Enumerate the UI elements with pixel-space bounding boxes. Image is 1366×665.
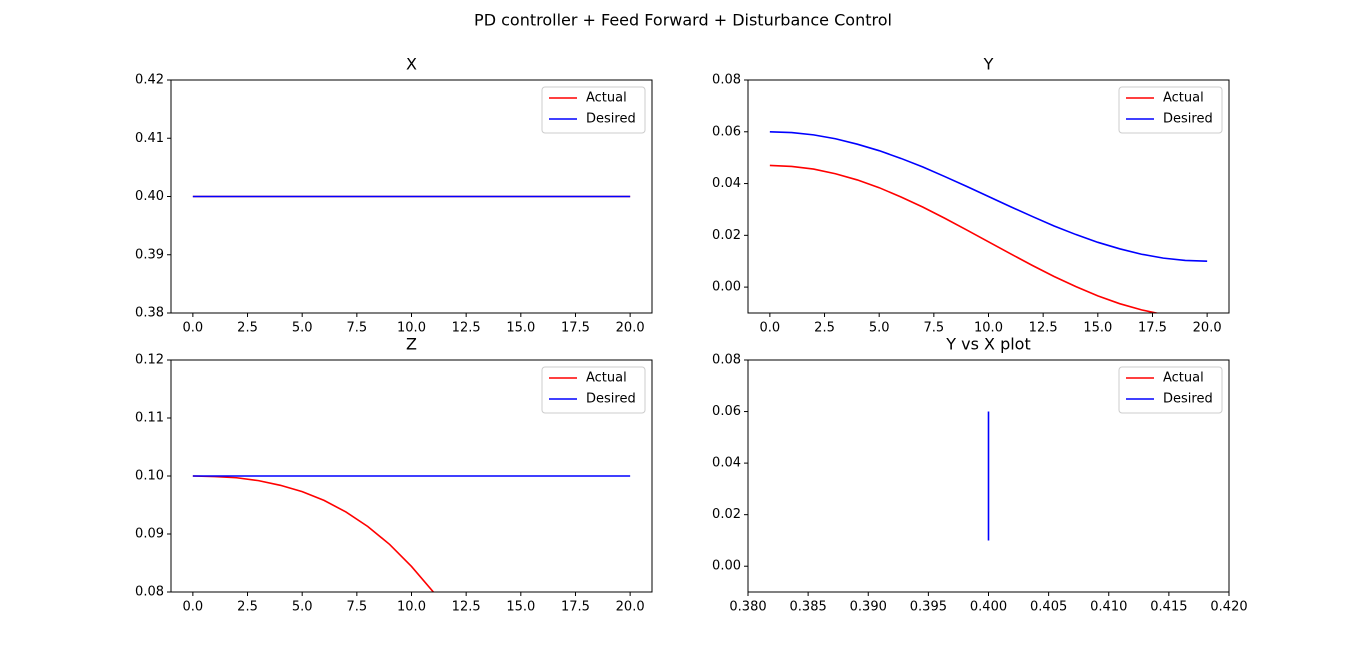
axes-frame bbox=[170, 359, 653, 593]
y-tick-label: 0.08 bbox=[712, 353, 741, 368]
y-tick-label: 0.08 bbox=[135, 585, 164, 600]
axes-frame bbox=[747, 79, 1230, 314]
y-tick-label: 0.39 bbox=[135, 247, 164, 262]
x-tick-label: 20.0 bbox=[1193, 321, 1222, 336]
series-line bbox=[769, 164, 1160, 313]
y-tick-label: 0.04 bbox=[712, 456, 741, 471]
x-tick-label: 2.5 bbox=[237, 321, 258, 336]
y-tick-label: 0.40 bbox=[135, 189, 164, 204]
y-tick-label: 0.04 bbox=[712, 176, 741, 191]
x-tick-label: 0.415 bbox=[1150, 600, 1187, 615]
plot-area bbox=[769, 130, 1208, 313]
y-tick-label: 0.09 bbox=[135, 527, 164, 542]
legend-label: Actual bbox=[586, 371, 627, 386]
x-tick-label: 12.5 bbox=[452, 600, 481, 615]
x-tick-label: 7.5 bbox=[346, 321, 367, 336]
x-tick-label: 17.5 bbox=[561, 321, 590, 336]
y-tick-label: 0.06 bbox=[712, 124, 741, 139]
y-tick-label: 0.02 bbox=[712, 228, 741, 243]
x-tick-label: 15.0 bbox=[1083, 321, 1112, 336]
x-tick-label: 0.390 bbox=[850, 600, 887, 615]
y-tick-label: 0.42 bbox=[135, 73, 164, 88]
legend: Actual Desired bbox=[541, 366, 646, 414]
x-tick-label: 12.5 bbox=[1029, 321, 1058, 336]
x-tick-label: 20.0 bbox=[616, 600, 645, 615]
x-tick-label: 0.0 bbox=[183, 321, 204, 336]
x-tick-label: 5.0 bbox=[292, 600, 313, 615]
y-tick-label: 0.10 bbox=[135, 469, 164, 484]
plot-area bbox=[192, 475, 631, 592]
subplot: Y vs X plot 0.380 0.385 0.390 0.395 0.400 0.40… bbox=[712, 335, 1248, 615]
x-tick-label: 15.0 bbox=[506, 321, 535, 336]
legend-label: Actual bbox=[1163, 371, 1204, 386]
x-tick-label: 20.0 bbox=[616, 321, 645, 336]
figure-title: PD controller + Feed Forward + Disturban… bbox=[474, 11, 892, 30]
subplot-title: Z bbox=[406, 335, 417, 354]
legend-label: Desired bbox=[586, 112, 636, 127]
y-tick-label: 0.38 bbox=[135, 306, 164, 321]
x-tick-label: 0.385 bbox=[790, 600, 827, 615]
y-tick-label: 0.06 bbox=[712, 404, 741, 419]
y-tick-label: 0.41 bbox=[135, 131, 164, 146]
x-tick-label: 2.5 bbox=[237, 600, 258, 615]
series-line bbox=[192, 475, 435, 592]
legend-label: Desired bbox=[586, 392, 636, 407]
series-line bbox=[769, 130, 1208, 263]
y-tick-label: 0.02 bbox=[712, 507, 741, 522]
x-tick-label: 17.5 bbox=[561, 600, 590, 615]
x-tick-label: 0.420 bbox=[1210, 600, 1247, 615]
x-tick-label: 10.0 bbox=[397, 600, 426, 615]
x-tick-label: 10.0 bbox=[397, 321, 426, 336]
legend-label: Actual bbox=[1163, 91, 1204, 106]
legend: Actual Desired bbox=[1118, 366, 1223, 414]
x-tick-label: 12.5 bbox=[452, 321, 481, 336]
x-tick-label: 2.5 bbox=[814, 321, 835, 336]
x-tick-label: 0.405 bbox=[1030, 600, 1067, 615]
legend-label: Desired bbox=[1163, 392, 1213, 407]
x-tick-label: 7.5 bbox=[923, 321, 944, 336]
x-tick-label: 15.0 bbox=[506, 600, 535, 615]
x-tick-label: 10.0 bbox=[974, 321, 1003, 336]
y-tick-label: 0.08 bbox=[712, 73, 741, 88]
y-tick-label: 0.00 bbox=[712, 559, 741, 574]
subplot-title: Y vs X plot bbox=[945, 335, 1030, 354]
x-tick-label: 0.395 bbox=[910, 600, 947, 615]
subplot: Y 0.0 2.5 5.0 7.5 10.0 12.5 15.0 17.5 20.0 0.00 0.0… bbox=[712, 55, 1230, 336]
x-tick-label: 5.0 bbox=[292, 321, 313, 336]
subplot: Z 0.0 2.5 5.0 7.5 10.0 12.5 15.0 17.5 20.0 0.08 0.0… bbox=[135, 335, 653, 615]
legend-label: Desired bbox=[1163, 112, 1213, 127]
y-tick-label: 0.11 bbox=[135, 411, 164, 426]
axes-frame bbox=[747, 359, 1230, 593]
x-tick-label: 0.0 bbox=[760, 321, 781, 336]
x-tick-label: 7.5 bbox=[346, 600, 367, 615]
x-tick-label: 0.410 bbox=[1090, 600, 1127, 615]
x-tick-label: 5.0 bbox=[869, 321, 890, 336]
x-tick-label: 0.0 bbox=[183, 600, 204, 615]
subplot-title: Y bbox=[983, 55, 994, 74]
axes-frame bbox=[170, 79, 653, 314]
x-tick-label: 0.400 bbox=[970, 600, 1007, 615]
x-tick-label: 17.5 bbox=[1138, 321, 1167, 336]
subplot: X 0.0 2.5 5.0 7.5 10.0 12.5 15.0 17.5 20.0 0.38 0.3… bbox=[135, 55, 653, 336]
legend: Actual Desired bbox=[1118, 86, 1223, 134]
legend-label: Actual bbox=[586, 91, 627, 106]
y-tick-label: 0.00 bbox=[712, 280, 741, 295]
y-tick-label: 0.12 bbox=[135, 353, 164, 368]
subplot-title: X bbox=[406, 55, 417, 74]
legend: Actual Desired bbox=[541, 86, 646, 134]
x-tick-label: 0.380 bbox=[729, 600, 766, 615]
